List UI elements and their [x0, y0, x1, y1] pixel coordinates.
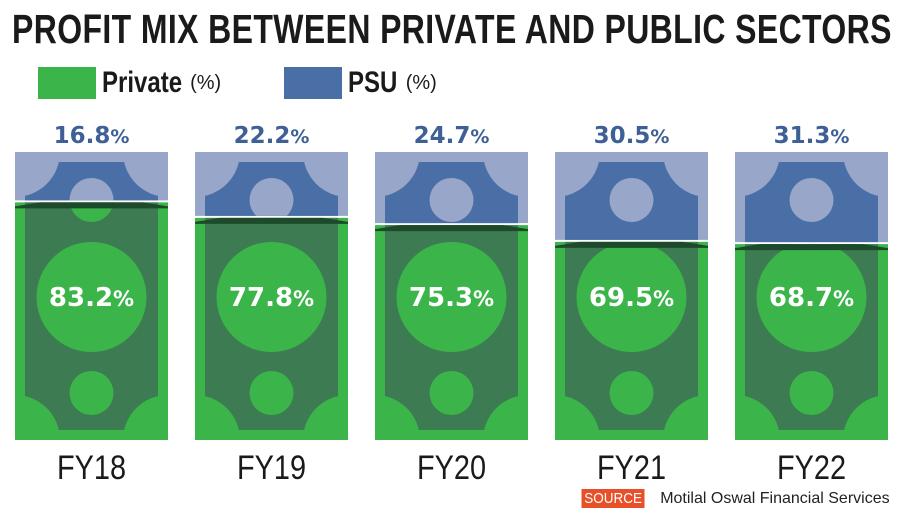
legend-psu: PSU (%): [284, 66, 437, 100]
private-segment-fy20: [375, 225, 528, 440]
psu-value-label: 16.8%: [54, 123, 130, 149]
bill-seam: [375, 225, 528, 232]
legend-unit-private: (%): [190, 71, 222, 94]
source-tag: SOURCE: [581, 489, 645, 508]
private-value-label: 75.3%: [409, 283, 494, 313]
psu-value-label: 22.2%: [234, 123, 310, 149]
private-segment-fy19: [195, 217, 348, 440]
legend-swatch-private: [38, 67, 96, 99]
psu-segment-fy18: [15, 152, 168, 201]
private-value-label: 68.7%: [769, 283, 854, 313]
chart-title: PROFIT MIX BETWEEN PRIVATE AND PUBLIC SE…: [12, 6, 892, 52]
psu-value-label: 31.3%: [774, 123, 850, 149]
psu-value-label: 30.5%: [594, 123, 670, 149]
private-segment-fy22: [735, 244, 888, 440]
private-value-label: 83.2%: [49, 283, 134, 313]
source-text: Motilal Oswal Financial Services: [660, 489, 890, 507]
bill-seam: [555, 241, 708, 248]
bill-seam: [195, 217, 348, 224]
source-line: SOURCE Motilal Oswal Financial Services: [578, 489, 890, 508]
private-value-label: 77.8%: [229, 283, 314, 313]
private-segment-fy21: [555, 241, 708, 440]
legend-swatch-psu: [284, 67, 342, 99]
category-label: FY22: [777, 448, 846, 487]
category-label: FY19: [237, 448, 306, 487]
bill-seam: [735, 244, 888, 251]
psu-segment-fy22: [735, 152, 888, 243]
category-label: FY21: [597, 448, 666, 487]
legend-label-psu: PSU: [348, 66, 398, 99]
psu-segment-fy20: [375, 152, 528, 224]
legend-label-private: Private: [102, 66, 183, 99]
bill-seam: [15, 202, 168, 209]
category-label: FY18: [57, 448, 126, 487]
psu-value-label: 24.7%: [414, 123, 490, 149]
psu-segment-fy19: [195, 152, 348, 216]
psu-segment-fy21: [555, 152, 708, 240]
private-value-label: 69.5%: [589, 283, 674, 313]
category-label: FY20: [417, 448, 486, 487]
legend-private: Private (%): [38, 66, 221, 100]
legend-unit-psu: (%): [405, 71, 437, 94]
private-segment-fy18: [15, 202, 168, 440]
